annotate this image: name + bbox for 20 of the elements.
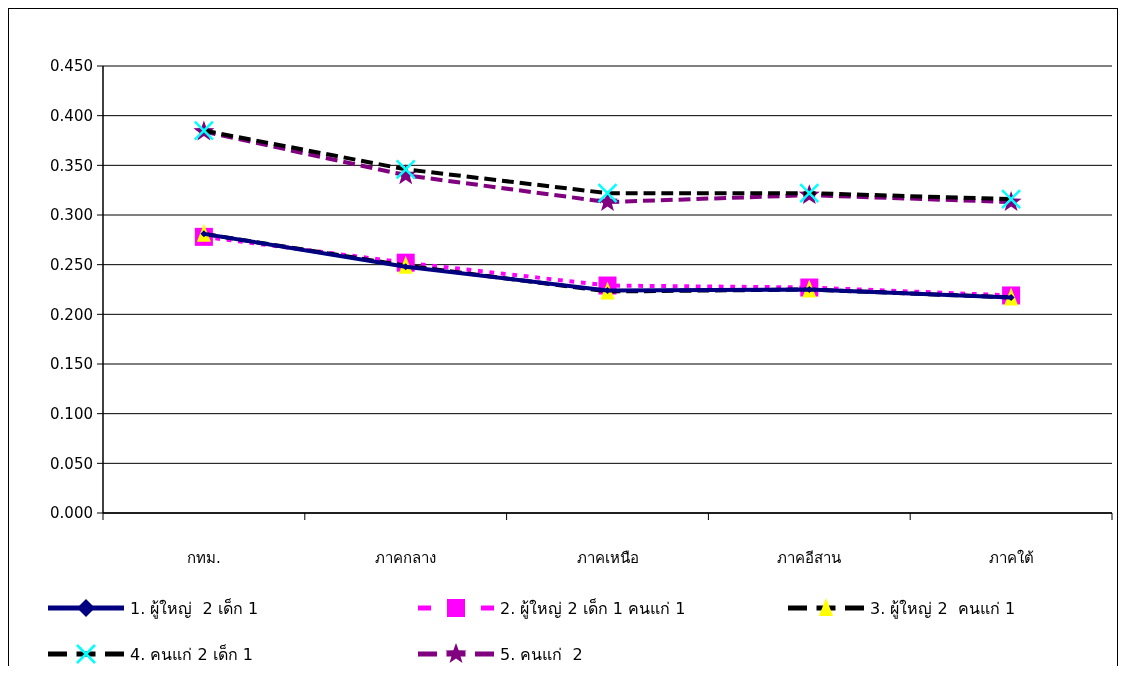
y-tick-label: 0.100: [50, 404, 93, 423]
x-tick-label: ภาคอีสาน: [777, 549, 842, 567]
y-tick-label: 0.350: [50, 156, 93, 175]
y-tick-label: 0.200: [50, 305, 93, 324]
legend-label: 1. ผู้ใหญ่ 2 เด็ก 1: [130, 597, 259, 619]
x-tick-label: กทม.: [187, 549, 221, 567]
x-tick-label: ภาคกลาง: [375, 549, 437, 567]
x-tick-label: ภาคเหนือ: [576, 549, 639, 567]
y-tick-label: 0.250: [50, 255, 93, 274]
y-tick-label: 0.150: [50, 355, 93, 374]
y-tick-label: 0.400: [50, 106, 93, 125]
y-tick-label: 0.000: [50, 504, 93, 523]
legend-label: 4. คนแก่ 2 เด็ก 1: [130, 643, 253, 664]
y-tick-label: 0.450: [50, 57, 93, 76]
y-tick-label: 0.050: [50, 454, 93, 473]
legend-label: 3. ผู้ใหญ่ 2 คนแก่ 1: [870, 598, 1016, 619]
x-tick-label: ภาคใต้: [988, 549, 1034, 567]
legend-label: 2. ผู้ใหญ่ 2 เด็ก 1 คนแก่ 1: [500, 597, 686, 619]
y-tick-label: 0.300: [50, 206, 93, 225]
legend-label: 5. คนแก่ 2: [500, 644, 583, 664]
